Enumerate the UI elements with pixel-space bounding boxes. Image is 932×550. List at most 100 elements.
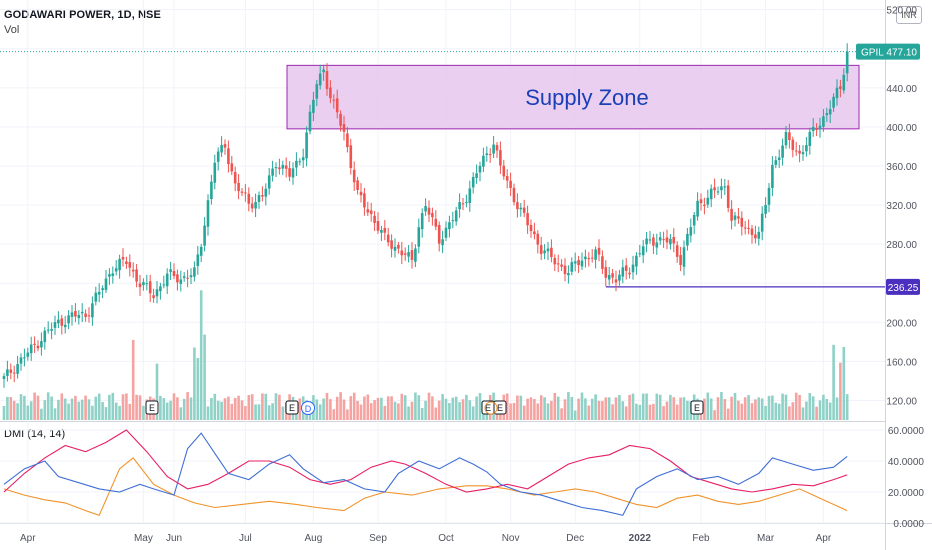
volume-bar [522,405,526,420]
candle-body [475,173,478,178]
volume-bar [240,400,244,420]
candle-body [570,262,574,272]
volume-bar [536,403,540,420]
candle-body [580,260,584,267]
candle-body [193,267,196,277]
earnings-marker-label: E [289,403,295,413]
volume-bar [774,402,778,420]
volume-bar [641,393,645,420]
candle-body [471,176,475,188]
candle-body [696,200,699,217]
candle-body [437,225,441,244]
volume-bar [604,397,608,420]
volume-bar [516,395,519,420]
candle-body [233,172,237,184]
candle-body [842,74,846,91]
candle-body [339,113,342,126]
volume-bar [822,394,825,420]
candle-body [199,246,203,256]
volume-bar [155,363,159,420]
volume-bar [104,407,108,420]
candle-body [499,150,502,166]
volume-bar [332,409,336,420]
volume-bar [414,392,417,420]
volume-bar [203,334,206,420]
volume-bar [723,399,727,420]
volume-bar [223,398,227,420]
volume-bar [750,403,754,420]
volume-bar [665,401,669,420]
candle-body [424,206,427,212]
volume-bar [393,401,397,420]
volume-bar [101,401,104,420]
volume-bar [716,397,720,420]
volume-bar [257,404,261,420]
candle-body [397,244,400,249]
volume-bar [611,404,614,420]
candle-body [628,272,631,275]
candle-body [227,148,230,165]
volume-bar [417,395,421,420]
volume-bar [23,395,26,420]
candle-body [434,218,438,227]
candle-body [352,169,356,183]
volume-bar [261,393,264,420]
candle-body [2,376,6,379]
price-tick-label: 320.00 [886,201,917,212]
volume-bar [781,393,784,420]
candle-body [662,239,665,241]
volume-bar [679,397,682,420]
candle-body [57,319,60,324]
volume-bar [635,403,638,420]
volume-bar [533,399,536,420]
candle-body [750,228,754,235]
candle-body [97,291,101,295]
candle-body [828,109,832,115]
volume-bar [84,395,87,420]
candle-body [148,281,152,294]
volume-bar [2,406,6,420]
volume-bar [121,394,125,420]
candle-body [318,73,322,86]
volume-bar [832,344,835,420]
candle-body [257,195,261,202]
candle-body [485,153,489,156]
candle-body [359,191,363,196]
candle-body [46,329,50,331]
candle-body [512,187,516,203]
candle-body [560,264,563,267]
candle-body [298,161,302,163]
candle-body [203,225,206,246]
volume-bar [835,397,839,420]
volume-bar [400,393,404,420]
volume-bar [363,396,366,420]
time-tick-label: Apr [816,533,832,544]
dmi-tick-label: 0.0000 [893,519,924,530]
candle-body [764,204,767,214]
candle-body [363,193,366,208]
candle-body [240,191,244,193]
candle-body [237,182,240,192]
currency-badge[interactable]: INR [896,6,922,24]
candle-body [618,274,621,281]
adx-line [3,457,848,516]
earnings-marker-label: E [694,403,700,413]
candle-body [495,145,499,151]
volume-bar [142,405,145,420]
volume-bar [726,408,730,420]
candle-body [36,345,40,349]
volume-bar [131,339,135,420]
candle-body [709,188,713,200]
candle-body [774,160,778,165]
candle-body [322,69,325,73]
volume-bar [808,393,812,420]
candle-body [526,213,529,226]
candle-body [118,258,121,271]
price-tick-label: 360.00 [886,162,917,173]
volume-bar [6,396,9,420]
candle-body [301,157,305,161]
volume-bar [675,404,679,420]
volume-bar [206,406,210,420]
candle-body [230,163,234,172]
